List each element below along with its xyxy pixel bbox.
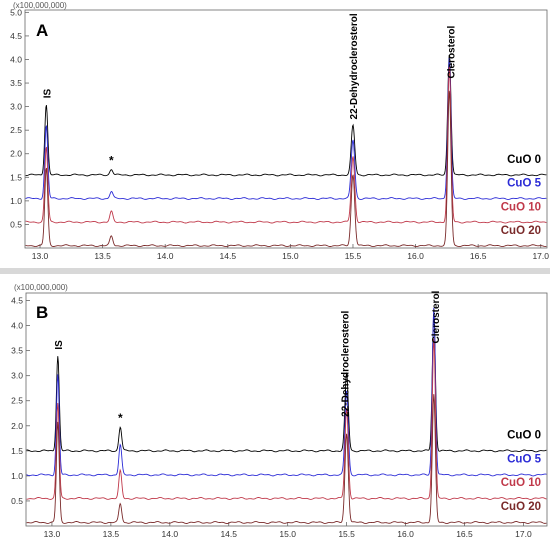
y-tick-label: 1.0 xyxy=(11,471,23,481)
trace-cuo-10 xyxy=(26,338,547,500)
y-tick-label: 3.0 xyxy=(10,102,22,112)
trace-cuo-20 xyxy=(26,394,547,524)
x-tick-label: 17.0 xyxy=(515,529,532,539)
y-tick-label: 4.5 xyxy=(11,296,23,306)
x-tick-label: 16.5 xyxy=(456,529,473,539)
peak-label: IS xyxy=(54,340,65,350)
trace-label: CuO 0 xyxy=(507,154,541,166)
y-tick-label: 1.5 xyxy=(11,446,23,456)
y-tick-label: 1.5 xyxy=(10,172,22,182)
minor-peak-asterisk: * xyxy=(109,153,114,167)
panel-label: B xyxy=(36,303,48,322)
y-tick-label: 2.5 xyxy=(11,396,23,406)
trace-cuo-5 xyxy=(25,58,547,200)
y-tick-label: 3.5 xyxy=(11,346,23,356)
trace-label: CuO 20 xyxy=(501,225,541,237)
trace-cuo-20 xyxy=(25,90,547,248)
trace-label: CuO 0 xyxy=(507,429,541,441)
peak-label: Clerosterol xyxy=(431,290,442,343)
y-tick-label: 4.0 xyxy=(10,54,22,64)
chart-panel-b: (x100,000,000) 0.5 1.0 1.5 2.0 2.5 3.0 3.5 4.0 4.… xyxy=(11,283,548,539)
y-tick-label: 4.0 xyxy=(11,321,23,331)
y-tick-label: 3.0 xyxy=(11,371,23,381)
x-tick-label: 13.5 xyxy=(103,529,120,539)
peak-label: 22-Dehydroclerosterol xyxy=(340,310,351,416)
peak-label: 22-Dehydroclerosterol xyxy=(349,13,360,119)
trace-label: CuO 10 xyxy=(501,477,541,489)
y-tick-label: 1.0 xyxy=(10,196,22,206)
y-tick-label: 0.5 xyxy=(10,219,22,229)
y-tick-label: 5.0 xyxy=(10,7,22,17)
minor-peak-asterisk: * xyxy=(118,411,123,425)
y-tick-label: 0.5 xyxy=(11,496,23,506)
plot-frame xyxy=(24,9,548,249)
y-tick-label: 4.5 xyxy=(10,31,22,41)
x-tick-label: 15.0 xyxy=(279,529,296,539)
x-tick-label: 16.5 xyxy=(470,251,487,261)
x-tick-label: 15.0 xyxy=(282,251,299,261)
x-tick-label: 13.0 xyxy=(32,251,49,261)
x-tick-label: 16.0 xyxy=(407,251,424,261)
panel-divider xyxy=(0,268,550,274)
x-tick-label: 14.0 xyxy=(162,529,179,539)
panel-label: A xyxy=(36,21,48,40)
trace-label: CuO 5 xyxy=(507,178,541,190)
plot-frame xyxy=(25,292,548,527)
y-axis-multiplier: (x100,000,000) xyxy=(14,283,68,292)
x-tick-label: 13.5 xyxy=(94,251,111,261)
trace-cuo-0 xyxy=(26,314,547,453)
x-tick-label: 14.5 xyxy=(220,529,237,539)
y-axis-multiplier: (x100,000,000) xyxy=(13,1,67,10)
y-tick-label: 3.5 xyxy=(10,78,22,88)
x-tick-label: 16.0 xyxy=(397,529,414,539)
chart-panel-a: (x100,000,000) 0.5 1.0 1.5 2.0 2.5 3.0 3.5 4.0 4.… xyxy=(10,1,549,261)
trace-label: CuO 10 xyxy=(501,201,541,213)
trace-cuo-0 xyxy=(25,54,547,177)
x-tick-label: 15.5 xyxy=(338,529,355,539)
peak-label: Clerosterol xyxy=(447,25,458,78)
x-tick-label: 13.0 xyxy=(44,529,61,539)
y-tick-label: 2.0 xyxy=(11,421,23,431)
trace-label: CuO 5 xyxy=(507,453,541,465)
trace-label: CuO 20 xyxy=(501,501,541,513)
trace-cuo-10 xyxy=(25,66,547,224)
y-tick-label: 2.0 xyxy=(10,149,22,159)
x-tick-label: 14.5 xyxy=(220,251,237,261)
trace-cuo-5 xyxy=(26,307,547,477)
x-tick-label: 14.0 xyxy=(157,251,174,261)
y-tick-label: 2.5 xyxy=(10,125,22,135)
peak-label: IS xyxy=(42,88,53,98)
x-tick-label: 15.5 xyxy=(345,251,362,261)
x-tick-label: 17.0 xyxy=(532,251,549,261)
